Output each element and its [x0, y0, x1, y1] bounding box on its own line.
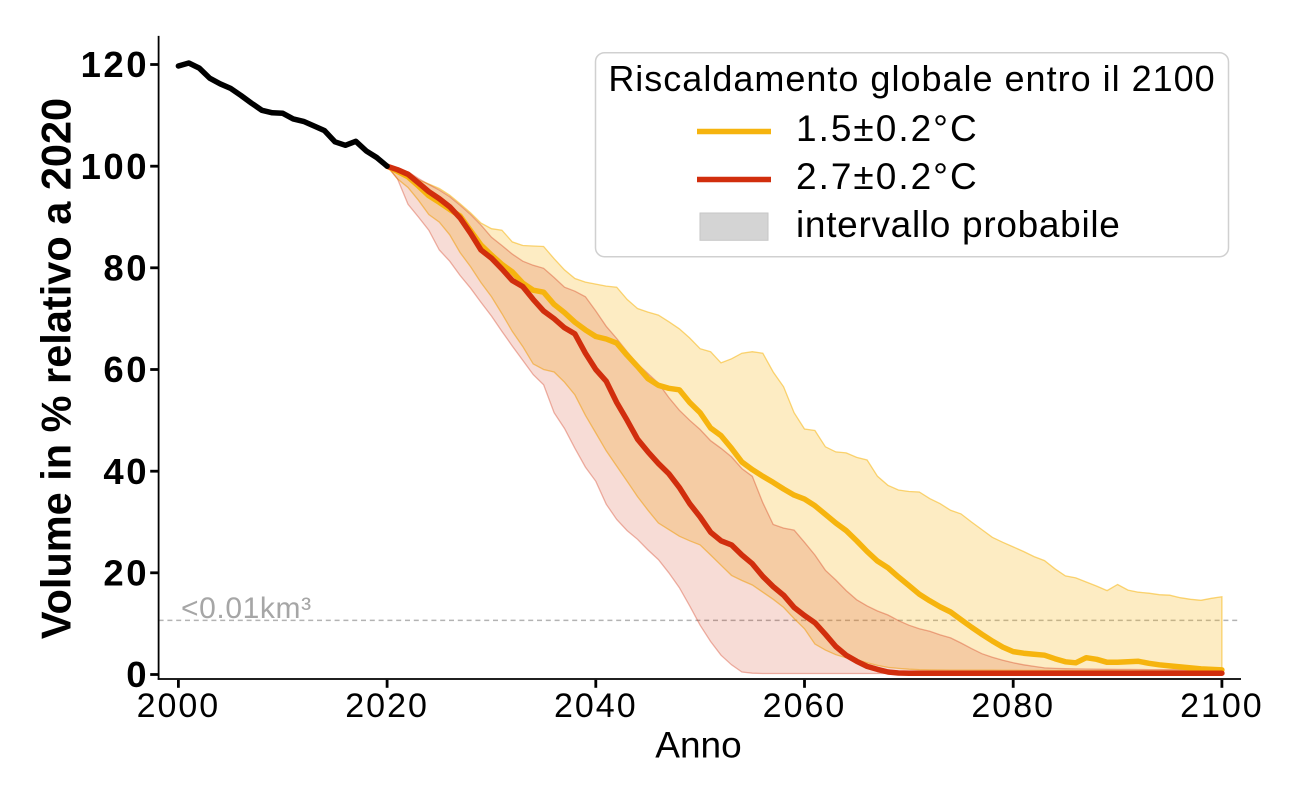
svg-text:Riscaldamento globale entro il: Riscaldamento globale entro il 2100: [608, 58, 1215, 99]
svg-text:2020: 2020: [345, 687, 429, 725]
svg-text:2060: 2060: [763, 687, 847, 725]
svg-text:2000: 2000: [137, 687, 221, 725]
svg-text:80: 80: [103, 247, 149, 288]
svg-text:0: 0: [126, 654, 149, 695]
svg-text:2080: 2080: [971, 687, 1055, 725]
svg-text:2.7±0.2°C: 2.7±0.2°C: [796, 156, 979, 197]
svg-text:60: 60: [103, 349, 149, 390]
svg-text:100: 100: [81, 146, 149, 187]
svg-text:intervallo probabile: intervallo probabile: [796, 204, 1121, 245]
svg-text:2100: 2100: [1180, 687, 1264, 725]
svg-text:40: 40: [103, 451, 149, 492]
svg-text:Volume in % relativo a 2020: Volume in % relativo a 2020: [33, 98, 80, 639]
svg-text:<0.01km³: <0.01km³: [181, 592, 312, 625]
svg-text:2040: 2040: [554, 687, 638, 725]
svg-text:1.5±0.2°C: 1.5±0.2°C: [796, 108, 979, 149]
svg-text:Anno: Anno: [655, 724, 741, 765]
svg-text:120: 120: [81, 44, 149, 85]
svg-text:20: 20: [103, 552, 149, 593]
